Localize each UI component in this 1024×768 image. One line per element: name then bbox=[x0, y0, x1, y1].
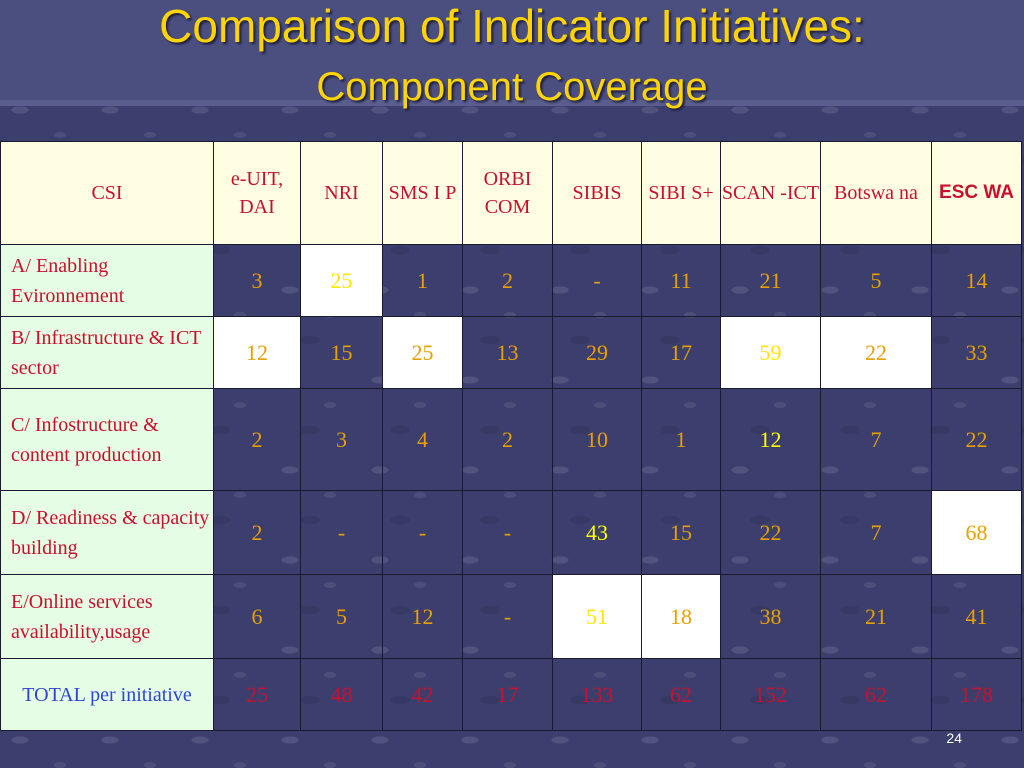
table-cell: 2 bbox=[462, 388, 553, 491]
table-cell: 38 bbox=[720, 574, 821, 659]
table-cell: 2 bbox=[462, 244, 553, 317]
table-cell: 62 bbox=[820, 658, 932, 731]
header-orbicom: ORBI COM bbox=[462, 141, 553, 245]
table-cell: 17 bbox=[462, 658, 553, 731]
title-band bbox=[0, 0, 1024, 106]
comparison-table: CSI e-UIT, DAI NRI SMS I P ORBI COM SIBI… bbox=[0, 141, 1022, 731]
table-row: B/ Infrastructure & ICT sector 12 15 25 … bbox=[0, 316, 1022, 389]
table-cell: 25 bbox=[213, 658, 301, 731]
table-cell: - bbox=[462, 490, 553, 575]
header-sibis: SIBIS bbox=[552, 141, 642, 245]
table-cell: 6 bbox=[213, 574, 301, 659]
header-nri: NRI bbox=[300, 141, 383, 245]
table-cell: 11 bbox=[641, 244, 721, 317]
header-scan-ict: SCAN -ICT bbox=[720, 141, 821, 245]
row-label: C/ Infostructure & content production bbox=[0, 388, 214, 491]
table-cell: 2 bbox=[213, 490, 301, 575]
slide-title: Comparison of Indicator Initiatives: Com… bbox=[0, 0, 1024, 110]
table-cell: 7 bbox=[820, 388, 932, 491]
table-cell: 62 bbox=[641, 658, 721, 731]
table-cell: 13 bbox=[462, 316, 553, 389]
header-sibis-plus: SIBI S+ bbox=[641, 141, 721, 245]
table-cell: 41 bbox=[931, 574, 1022, 659]
table-cell: 22 bbox=[720, 490, 821, 575]
table-cell: - bbox=[382, 490, 463, 575]
table-cell: 42 bbox=[382, 658, 463, 731]
table-cell: 22 bbox=[820, 316, 932, 389]
table-row: C/ Infostructure & content production 2 … bbox=[0, 388, 1022, 491]
table-cell: 10 bbox=[552, 388, 642, 491]
table-cell: 68 bbox=[931, 490, 1022, 575]
table-cell: 15 bbox=[300, 316, 383, 389]
table-row: E/Online services availability,usage 6 5… bbox=[0, 574, 1022, 659]
row-label: E/Online services availability,usage bbox=[0, 574, 214, 659]
table-cell: 15 bbox=[641, 490, 721, 575]
table-cell: 59 bbox=[720, 316, 821, 389]
table-cell: 22 bbox=[931, 388, 1022, 491]
table-cell: 43 bbox=[552, 490, 642, 575]
table-cell: 3 bbox=[300, 388, 383, 491]
header-row: CSI e-UIT, DAI NRI SMS I P ORBI COM SIBI… bbox=[0, 141, 1022, 245]
table-cell: 5 bbox=[820, 244, 932, 317]
table-cell: 14 bbox=[931, 244, 1022, 317]
table-cell: 5 bbox=[300, 574, 383, 659]
header-smsip: SMS I P bbox=[382, 141, 463, 245]
title-line-1: Comparison of Indicator Initiatives: bbox=[159, 0, 865, 52]
table-cell: 21 bbox=[720, 244, 821, 317]
table-cell: 21 bbox=[820, 574, 932, 659]
total-row: TOTAL per initiative 25 48 42 17 133 62 … bbox=[0, 658, 1022, 731]
table-cell: 17 bbox=[641, 316, 721, 389]
table-cell: 12 bbox=[720, 388, 821, 491]
table-cell: - bbox=[462, 574, 553, 659]
table-row: D/ Readiness & capacity building 2 - - -… bbox=[0, 490, 1022, 575]
table-cell: 33 bbox=[931, 316, 1022, 389]
header-e-uit-dai: e-UIT, DAI bbox=[213, 141, 301, 245]
table-cell: 178 bbox=[931, 658, 1022, 731]
table-cell: 4 bbox=[382, 388, 463, 491]
table-cell: - bbox=[300, 490, 383, 575]
table-cell: 25 bbox=[300, 244, 383, 317]
header-botswana: Botswa na bbox=[820, 141, 932, 245]
table-cell: 1 bbox=[382, 244, 463, 317]
row-label: A/ Enabling Evironnement bbox=[0, 244, 214, 317]
table-row: A/ Enabling Evironnement 3 25 1 2 - 11 2… bbox=[0, 244, 1022, 317]
table-cell: 18 bbox=[641, 574, 721, 659]
table-cell: 29 bbox=[552, 316, 642, 389]
header-csi: CSI bbox=[0, 141, 214, 245]
table-cell: - bbox=[552, 244, 642, 317]
total-label: TOTAL per initiative bbox=[0, 658, 214, 731]
row-label: D/ Readiness & capacity building bbox=[0, 490, 214, 575]
table-cell: 1 bbox=[641, 388, 721, 491]
table-cell: 152 bbox=[720, 658, 821, 731]
page-number: 24 bbox=[946, 730, 962, 746]
table-cell: 7 bbox=[820, 490, 932, 575]
title-line-2: Component Coverage bbox=[316, 65, 708, 109]
header-escwa: ESC WA bbox=[931, 141, 1022, 245]
table-cell: 3 bbox=[213, 244, 301, 317]
table-cell: 12 bbox=[213, 316, 301, 389]
table-cell: 2 bbox=[213, 388, 301, 491]
table-cell: 12 bbox=[382, 574, 463, 659]
table-cell: 133 bbox=[552, 658, 642, 731]
row-label: B/ Infrastructure & ICT sector bbox=[0, 316, 214, 389]
table-cell: 51 bbox=[552, 574, 642, 659]
table-cell: 25 bbox=[382, 316, 463, 389]
table-cell: 48 bbox=[300, 658, 383, 731]
